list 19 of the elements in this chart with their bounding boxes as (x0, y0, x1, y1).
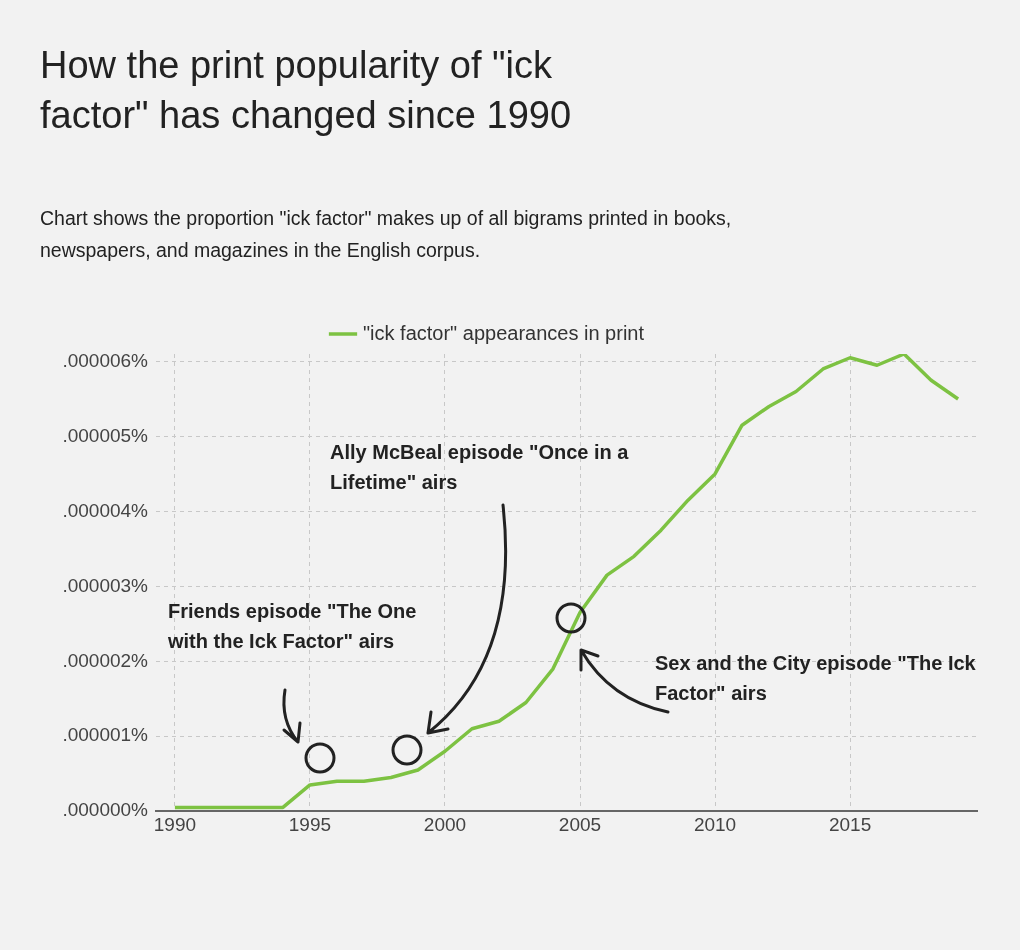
y-tick-label: .000001% (62, 724, 149, 746)
x-tick-label: 2010 (693, 813, 737, 835)
x-tick-label: 1990 (153, 813, 197, 835)
y-tick-label: .000005% (62, 424, 149, 446)
x-tick-label: 2000 (423, 813, 467, 835)
y-tick-label: .000004% (62, 499, 149, 521)
y-tick-label: .000002% (62, 649, 149, 671)
y-tick-label: .000003% (62, 574, 149, 596)
annotation: Ally McBeal episode "Once in a Lifetime" airs (330, 440, 630, 495)
x-tick-label: 2005 (558, 813, 602, 835)
annotation: Sex and the City episode "The Ick Factor" airs (655, 651, 977, 706)
x-tick-label: 1995 (288, 813, 332, 835)
chart-subtitle: Chart shows the proportion "ick factor" makes up of all bigrams printed in books, newspapers, and magazines in the English corpus. (40, 206, 733, 263)
annotation: Friends episode "The One with the Ick Factor" airs (168, 599, 418, 654)
chart-title: How the print popularity of "ick factor" has changed since 1990 (40, 43, 573, 138)
y-tick-label: .000006% (62, 349, 149, 371)
legend-label: "ick factor" appearances in print (363, 321, 645, 344)
x-tick-label: 2015 (828, 813, 872, 835)
y-tick-label: .000000% (62, 799, 149, 821)
